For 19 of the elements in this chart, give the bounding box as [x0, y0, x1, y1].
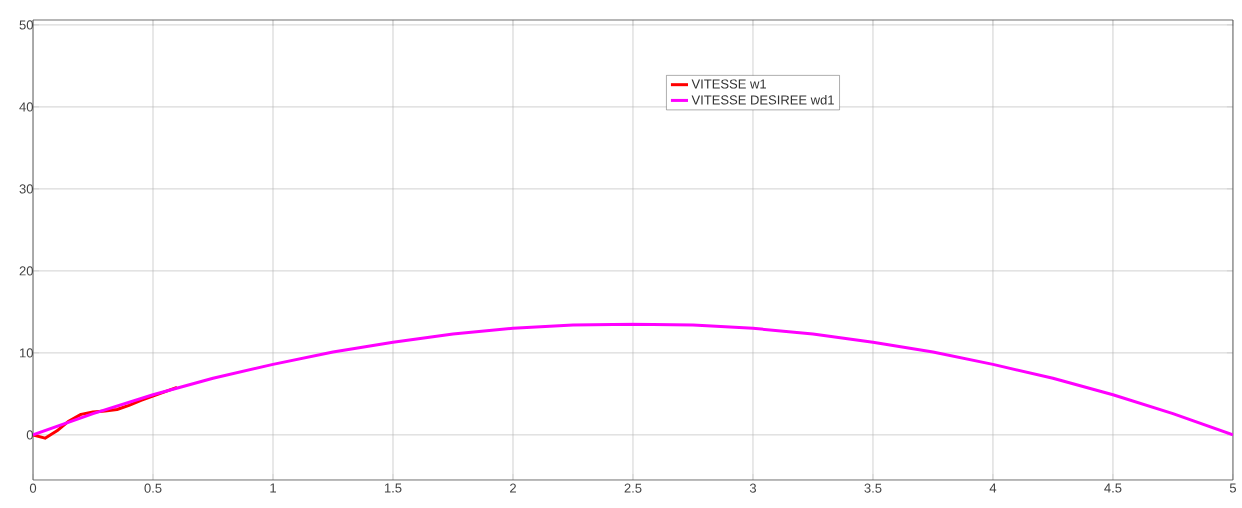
- x-tick-label: 4.5: [1104, 483, 1122, 493]
- x-tick-label: 2.5: [624, 483, 642, 493]
- x-tick-label: 4: [989, 483, 997, 493]
- y-tick-label: 10: [20, 348, 33, 358]
- x-tick-label: 1.5: [384, 483, 402, 493]
- line-series: [33, 322, 1233, 437]
- x-tick-label: 3: [749, 483, 757, 493]
- x-tick-label: 0.5: [144, 483, 162, 493]
- x-tick-label: 5: [1229, 483, 1237, 493]
- y-tick-label: 20: [19, 266, 33, 276]
- x-tick-label: 1: [270, 483, 276, 493]
- legend-label: VITESSE DESIREE wd1: [691, 94, 834, 105]
- x-tick-label: 3.5: [864, 483, 882, 493]
- y-tick-label: 40: [19, 102, 33, 112]
- y-tick-label: 50: [19, 20, 33, 30]
- x-tick-label: 2: [510, 483, 516, 493]
- y-tick-label: 0: [26, 430, 33, 440]
- y-tick-label: 30: [19, 184, 33, 194]
- legend-label: VITESSE w1: [691, 79, 766, 89]
